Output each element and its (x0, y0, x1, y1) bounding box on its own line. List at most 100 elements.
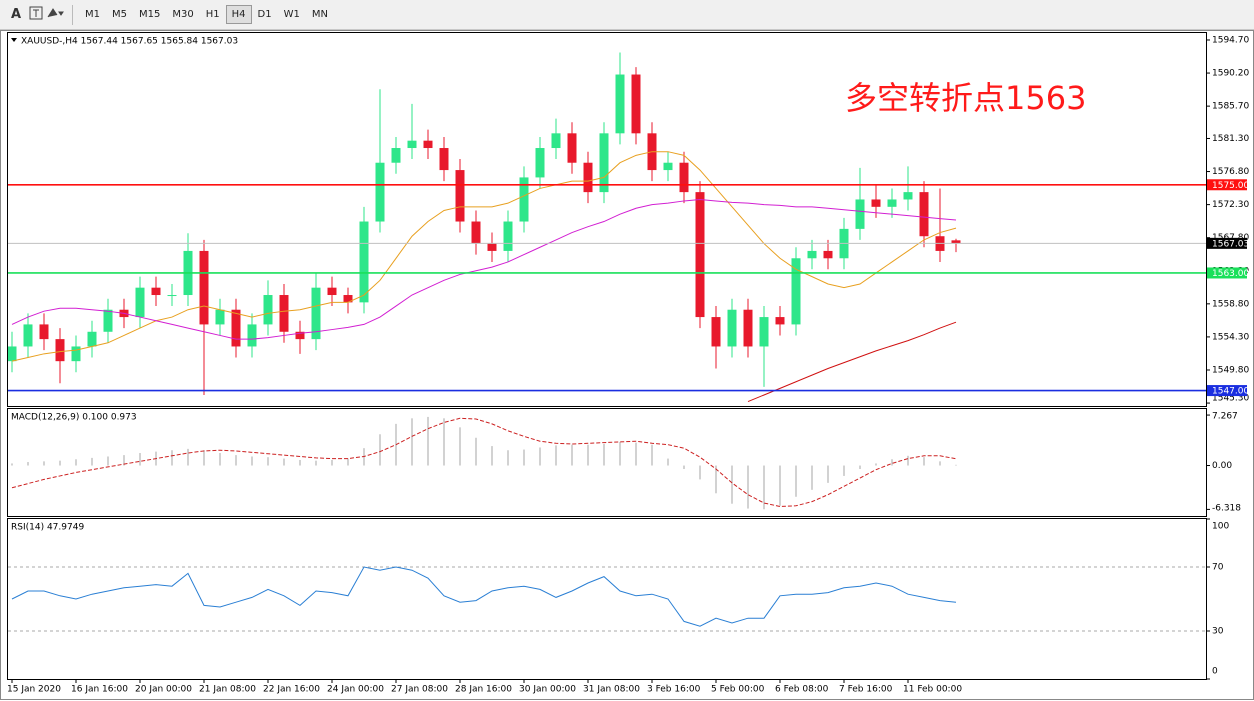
candle-body (151, 287, 161, 296)
candle-body (439, 148, 449, 171)
candle-body (871, 199, 881, 207)
timeframe-button[interactable]: H4 (225, 5, 252, 24)
candle-body (39, 324, 49, 340)
y-tick-label: 1594.70 (1212, 36, 1249, 46)
candle-body (631, 74, 641, 134)
y-tick-label: 1572.30 (1212, 200, 1249, 210)
y-tick-label: 1590.20 (1212, 69, 1249, 79)
panel (11, 416, 957, 510)
timeframe-button[interactable]: MN (311, 9, 328, 20)
x-tick-label: 20 Jan 00:00 (135, 685, 192, 695)
y-tick-label: 0.00 (1212, 461, 1232, 471)
chart-title: XAUUSD-,H4 1567.44 1567.65 1565.84 1567.… (21, 37, 238, 47)
timeframe-button[interactable]: M5 (112, 9, 127, 20)
label-tool[interactable] (26, 6, 46, 24)
level-tag (1207, 179, 1247, 191)
candle-body (231, 309, 241, 347)
y-tick-label: 1581.30 (1212, 134, 1249, 144)
x-tick-label: 3 Feb 16:00 (647, 685, 701, 695)
level-tag (1207, 385, 1247, 397)
candle-body (215, 309, 225, 325)
candle-body (359, 221, 369, 303)
candle-body (519, 177, 529, 222)
timeframe-button[interactable]: M15 (139, 9, 161, 20)
panel (8, 566, 1206, 632)
y-tick-label: 1549.80 (1212, 365, 1249, 375)
x-tick-label: 16 Jan 16:00 (71, 685, 128, 695)
candle-body (695, 192, 705, 318)
timeframes: M1 M5 M15 M30 H1 H4 D1 W1 MN (79, 5, 334, 24)
shapes-tool[interactable] (46, 6, 66, 24)
candle-body (279, 295, 289, 332)
x-tick-label: 21 Jan 08:00 (199, 685, 256, 695)
candle-body (775, 317, 785, 325)
x-tick-label: 28 Jan 16:00 (455, 685, 512, 695)
x-tick-label: 30 Jan 00:00 (519, 685, 576, 695)
level-label: 1547.00 (1212, 387, 1249, 397)
candle-body (103, 309, 113, 332)
level-tag (1207, 267, 1247, 279)
level-tag (1207, 237, 1247, 249)
candle-body (471, 221, 481, 244)
timeframe-button[interactable]: W1 (283, 9, 300, 20)
timeframe-button[interactable]: D1 (257, 9, 272, 20)
x-tick-label: 11 Feb 00:00 (903, 685, 962, 695)
y-tick-label: 0 (1212, 667, 1218, 677)
level-label: 1567.03 (1212, 239, 1249, 249)
y-tick-label: 70 (1212, 563, 1224, 573)
toolbar: A M1 M5 M15 M30 H1 H4 D1 W1 MN (0, 0, 1254, 30)
separator (72, 4, 73, 25)
x-tick-label: 24 Jan 00:00 (327, 685, 384, 695)
candle-body (247, 324, 257, 347)
level-label: 1563.00 (1212, 269, 1249, 279)
candle-body (791, 258, 801, 325)
candle-body (167, 295, 177, 297)
candle-body (583, 162, 593, 193)
candle-body (535, 148, 545, 178)
chart-frame (0, 30, 1254, 700)
candle-body (567, 133, 577, 163)
candle-body (423, 140, 433, 149)
candle-body (807, 250, 817, 259)
candle-body (375, 162, 385, 222)
candle-body (823, 250, 833, 259)
candle-body (503, 221, 513, 251)
panel-title: RSI(14) 47.9749 (11, 523, 84, 533)
timeframe-button[interactable]: M30 (172, 9, 194, 20)
candle-body (391, 148, 401, 163)
candle-body (727, 309, 737, 347)
x-tick-label: 27 Jan 08:00 (391, 685, 448, 695)
timeframe-button[interactable]: H1 (205, 9, 220, 20)
candle-body (263, 295, 273, 325)
signal-line (11, 417, 957, 507)
timeframe-button[interactable]: M1 (85, 9, 100, 20)
x-tick-label: 22 Jan 16:00 (263, 685, 320, 695)
candle-body (407, 140, 417, 149)
y-tick-label: 1545.30 (1212, 394, 1249, 404)
x-tick-label: 15 Jan 2020 (7, 685, 61, 695)
y-tick-label: -6.318 (1212, 504, 1241, 514)
x-tick-label: 6 Feb 08:00 (775, 685, 829, 695)
x-tick-label: 5 Feb 00:00 (711, 685, 765, 695)
candle-body (135, 287, 145, 318)
candle-body (951, 240, 961, 244)
candle-body (759, 317, 769, 347)
panel-title: MACD(12,26,9) 0.100 0.973 (11, 413, 137, 423)
text-tool[interactable]: A (10, 7, 22, 22)
candle-body (743, 309, 753, 347)
candle-body (71, 346, 81, 362)
y-tick-label: 7.267 (1212, 412, 1238, 422)
collapse-arrow (11, 38, 17, 42)
x-tick-label: 31 Jan 08:00 (583, 685, 640, 695)
panel (8, 52, 1206, 403)
y-tick-label: 1554.30 (1212, 332, 1249, 342)
candle-body (455, 170, 465, 222)
panel-frame (7, 408, 1207, 517)
candle-body (23, 324, 33, 347)
y-tick-label: 1585.70 (1212, 102, 1249, 112)
candle-body (55, 339, 65, 362)
y-tick-label: 1558.80 (1212, 299, 1249, 309)
candle-body (87, 331, 97, 347)
